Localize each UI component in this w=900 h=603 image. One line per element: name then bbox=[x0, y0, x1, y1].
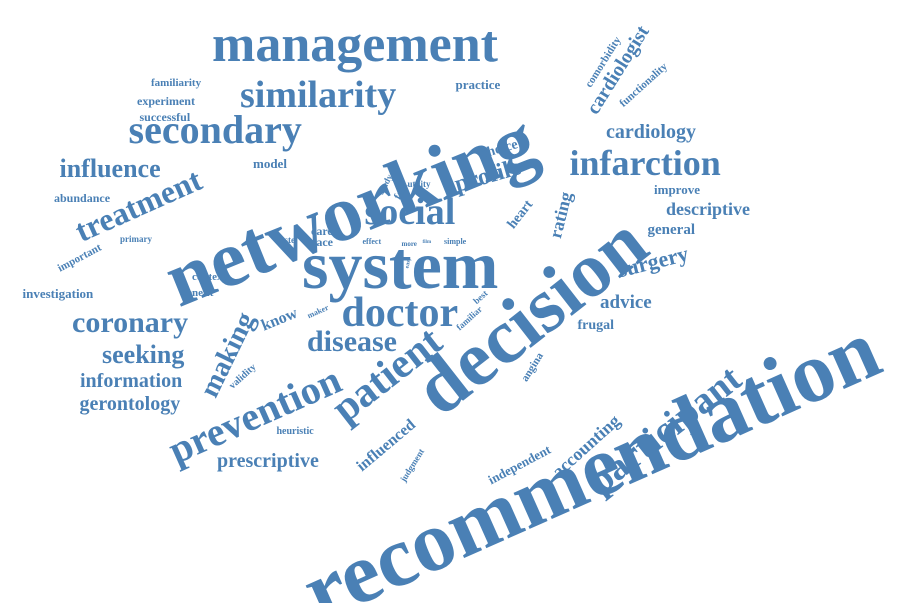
word-important: important bbox=[55, 241, 104, 275]
word-judgment: judgment bbox=[397, 446, 426, 484]
word-care: care bbox=[311, 224, 333, 238]
word-system: system bbox=[302, 227, 499, 303]
word-disease: disease bbox=[307, 325, 397, 358]
word-doctor: doctor bbox=[341, 290, 459, 336]
word-abundance: abundance bbox=[54, 191, 111, 205]
word-investigation: investigation bbox=[22, 285, 94, 301]
word-model: model bbox=[253, 155, 287, 171]
word-descriptive: descriptive bbox=[666, 199, 750, 219]
word-information: information bbox=[80, 370, 183, 392]
word-benefit: benefit bbox=[181, 286, 214, 299]
word-taste: taste bbox=[277, 234, 295, 245]
word-making: making bbox=[193, 307, 262, 403]
word-frugal: frugal bbox=[577, 318, 615, 333]
word-film: film bbox=[422, 239, 432, 245]
word-cardiology: cardiology bbox=[606, 121, 696, 143]
word-prescriptive: prescriptive bbox=[217, 450, 319, 472]
word-gerontology: gerontology bbox=[79, 393, 181, 415]
word-improve: improve bbox=[654, 181, 700, 197]
word-maker: maker bbox=[305, 302, 330, 321]
word-race: race bbox=[311, 235, 333, 249]
word-context: context bbox=[192, 270, 227, 283]
word-social: social bbox=[364, 191, 456, 233]
word-know: know bbox=[258, 304, 300, 335]
word-easy: easy bbox=[404, 257, 412, 269]
word-effect: effect bbox=[362, 237, 382, 246]
word-utility: utility bbox=[407, 178, 431, 189]
word-general: general bbox=[647, 221, 695, 238]
word-familiarity: familiarity bbox=[151, 76, 202, 89]
word-management: management bbox=[212, 16, 498, 73]
word-heart: heart bbox=[504, 197, 537, 232]
word-primary: primary bbox=[120, 233, 152, 244]
word-heuristic: heuristic bbox=[276, 426, 314, 437]
word-secondary: secondary bbox=[128, 107, 302, 152]
word-practice: practice bbox=[455, 76, 501, 92]
word-influence: influence bbox=[59, 154, 161, 183]
word-more: more bbox=[401, 239, 417, 248]
word-advice: advice bbox=[600, 291, 652, 313]
word-experiment: experiment bbox=[137, 94, 195, 108]
word-successful: successful bbox=[139, 110, 191, 124]
word-infarction: infarction bbox=[569, 143, 721, 183]
word-similarity: similarity bbox=[240, 74, 397, 116]
word-coronary: coronary bbox=[72, 306, 189, 339]
word-simple: simple bbox=[444, 237, 467, 246]
word-seeking: seeking bbox=[102, 340, 185, 369]
